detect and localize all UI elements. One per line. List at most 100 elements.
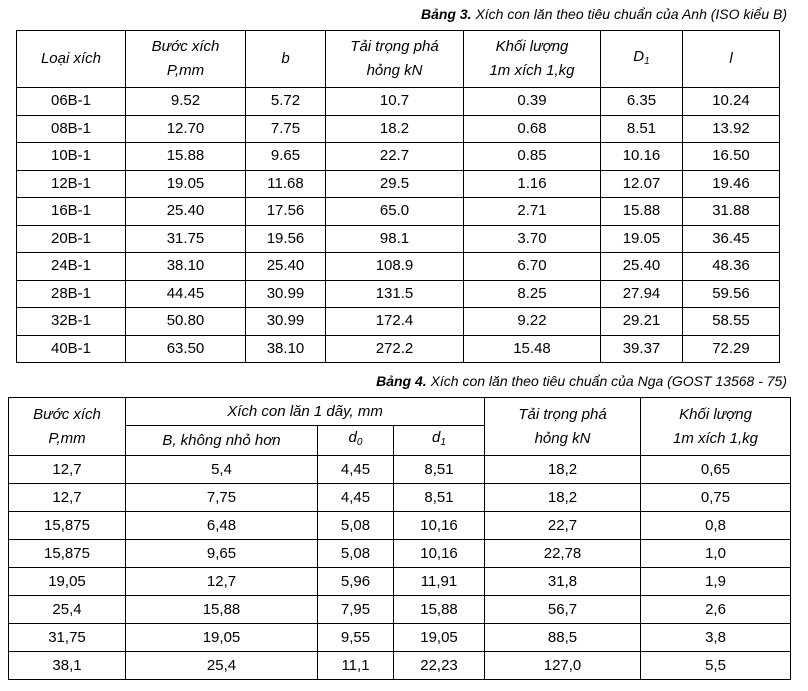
table-cell: 29.5 <box>325 169 464 198</box>
table-cell: 11,1 <box>317 651 394 680</box>
table-cell: 28B-1 <box>16 279 126 308</box>
table-cell: 65.0 <box>325 197 464 226</box>
table-cell: 6,48 <box>125 511 318 540</box>
table-cell: 25.40 <box>600 252 683 281</box>
table-cell: 44.45 <box>125 279 246 308</box>
table-cell: 5,96 <box>317 567 394 596</box>
table-cell: 15.88 <box>600 197 683 226</box>
header-cell: B, không nhỏ hơn <box>125 425 318 456</box>
header-cell: D1 <box>600 30 683 88</box>
caption: Bảng 3. Xích con lăn theo tiêu chuẩn của… <box>421 6 787 22</box>
header-cell: d0 <box>317 425 394 456</box>
table-cell: 10,16 <box>392 539 486 568</box>
table-cell: 98.1 <box>325 224 464 253</box>
table-cell: 5,5 <box>640 651 792 680</box>
table-cell: 12.70 <box>125 114 246 143</box>
table-cell: 6.35 <box>600 87 683 116</box>
table-cell: 27.94 <box>600 279 683 308</box>
table-cell: 38,1 <box>8 651 126 680</box>
header-cell: Loại xích <box>16 30 126 88</box>
table-cell: 1,0 <box>640 539 792 568</box>
table-cell: 6.70 <box>463 252 601 281</box>
table-cell: 9,55 <box>317 623 394 652</box>
table-cell: 4,45 <box>317 483 394 512</box>
table-cell: 5,4 <box>125 455 318 484</box>
table-cell: 59.56 <box>682 279 780 308</box>
table-cell: 13.92 <box>682 114 780 143</box>
table-cell: 39.37 <box>600 334 683 363</box>
table-cell: 31.88 <box>682 197 780 226</box>
table-cell: 72.29 <box>682 334 780 363</box>
header-symbol: d <box>348 429 357 446</box>
table-cell: 1.16 <box>463 169 601 198</box>
table-cell: 8.51 <box>600 114 683 143</box>
caption-text: Xích con lăn theo tiêu chuẩn của Nga (GO… <box>430 373 787 389</box>
table: Bước xích P,mm Xích con lăn 1 dãy, mm Tải … <box>8 397 792 680</box>
table-cell: 19,05 <box>125 623 318 652</box>
table-cell: 15,875 <box>8 511 126 540</box>
table-cell: 8,51 <box>392 455 486 484</box>
table-cell: 10.16 <box>600 142 683 171</box>
table-cell: 9.65 <box>245 142 326 171</box>
table-row: 12,7 5,4 4,45 8,51 18,2 0,65 <box>8 455 792 484</box>
caption-label: Bảng 3. <box>420 6 472 22</box>
table-row: 25,4 15,88 7,95 15,88 56,7 2,6 <box>8 595 792 624</box>
table-row: 10B-1 15.88 9.65 22.7 0.85 10.16 16.50 <box>16 142 780 171</box>
table-cell: 19.56 <box>245 224 326 253</box>
table-cell: 38.10 <box>125 252 246 281</box>
table-cell: 10.24 <box>682 87 780 116</box>
header-cell: Bước xích P,mm <box>8 397 126 456</box>
table-cell: 15,875 <box>8 539 126 568</box>
table-cell: 58.55 <box>682 307 780 336</box>
table-cell: 0.39 <box>463 87 601 116</box>
table-cell: 12,7 <box>8 483 126 512</box>
table-cell: 22.7 <box>325 142 464 171</box>
header-cell: l <box>682 30 780 88</box>
table-cell: 18,2 <box>484 455 642 484</box>
table-cell: 63.50 <box>125 334 246 363</box>
table-cell: 0.68 <box>463 114 601 143</box>
table-cell: 10B-1 <box>16 142 126 171</box>
table-cell: 272.2 <box>325 334 464 363</box>
table-cell: 25.40 <box>125 197 246 226</box>
table-row: 15,875 9,65 5,08 10,16 22,78 1,0 <box>8 539 792 568</box>
table-cell: 30.99 <box>245 279 326 308</box>
table-cell: 88,5 <box>484 623 642 652</box>
table-cell: 0,65 <box>640 455 792 484</box>
table-cell: 31,8 <box>484 567 642 596</box>
table-row: 19,05 12,7 5,96 11,91 31,8 1,9 <box>8 567 792 596</box>
table-cell: 5.72 <box>245 87 326 116</box>
header-symbol: d <box>432 429 441 446</box>
table-cell: 17.56 <box>245 197 326 226</box>
table-cell: 31.75 <box>125 224 246 253</box>
table-cell: 3.70 <box>463 224 601 253</box>
table-cell: 56,7 <box>484 595 642 624</box>
subscript: 1 <box>440 437 446 448</box>
table-cell: 31,75 <box>8 623 126 652</box>
table-cell: 40B-1 <box>16 334 126 363</box>
table-cell: 22,23 <box>392 651 486 680</box>
table-cell: 22,7 <box>484 511 642 540</box>
table-row: 38,1 25,4 11,1 22,23 127,0 5,5 <box>8 651 792 680</box>
table-cell: 12.07 <box>600 169 683 198</box>
table-cell: 19,05 <box>8 567 126 596</box>
table: Loại xích Bước xích P,mm b Tải trọng phá hỏ… <box>16 30 780 363</box>
table-cell: 19.46 <box>682 169 780 198</box>
table-cell: 25,4 <box>8 595 126 624</box>
table-cell: 19.05 <box>600 224 683 253</box>
table-cell: 15.88 <box>125 142 246 171</box>
caption-text: Xích con lăn theo tiêu chuẩn của Anh (IS… <box>475 6 787 22</box>
header-cell: d1 <box>392 425 486 456</box>
table-row: 31,75 19,05 9,55 19,05 88,5 3,8 <box>8 623 792 652</box>
header-symbol: D <box>633 47 645 65</box>
table-cell: 32B-1 <box>16 307 126 336</box>
table-cell: 06B-1 <box>16 87 126 116</box>
table-cell: 18.2 <box>325 114 464 143</box>
table-cell: 2.71 <box>463 197 601 226</box>
table-cell: 38.10 <box>245 334 326 363</box>
table-row: 08B-1 12.70 7.75 18.2 0.68 8.51 13.92 <box>16 114 780 143</box>
table-cell: 11.68 <box>245 169 326 198</box>
table-row: 15,875 6,48 5,08 10,16 22,7 0,8 <box>8 511 792 540</box>
header-cell: Tải trọng phá hỏng kN <box>325 30 464 88</box>
